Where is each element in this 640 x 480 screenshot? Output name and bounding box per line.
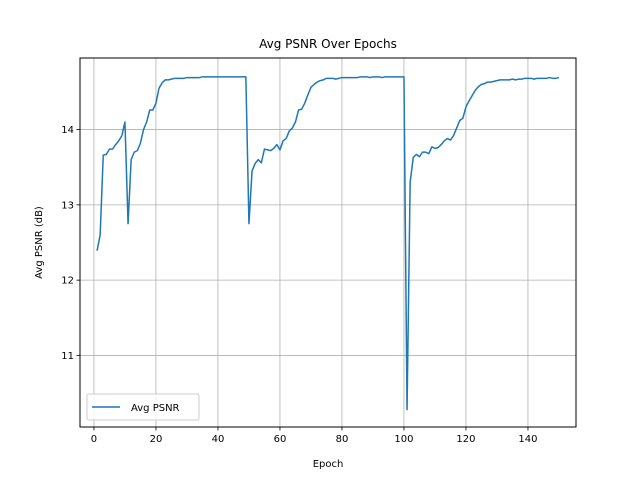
series-line-group [96,76,560,411]
y-tick-label: 12 [61,276,74,287]
y-axis-ticks: 11 12 13 14 [61,125,80,362]
y-tick-label: 14 [61,125,74,136]
chart-title: Avg PSNR Over Epochs [259,37,397,51]
x-tick-label: 0 [91,434,97,445]
x-tick-label: 20 [150,434,163,445]
y-axis-title: Avg PSNR (dB) [34,206,45,279]
x-tick-label: 100 [394,434,413,445]
x-tick-label: 60 [274,434,287,445]
x-tick-label: 120 [456,434,475,445]
grid-lines [80,58,576,427]
legend-label: Avg PSNR [131,403,180,414]
legend-box [86,393,200,421]
x-tick-label: 80 [336,434,349,445]
x-axis-ticks: 0 20 40 60 80 100 120 140 [91,427,537,445]
y-tick-label: 11 [61,351,74,362]
x-tick-label: 40 [212,434,225,445]
plot-frame [79,57,577,428]
legend: Avg PSNR [86,393,200,421]
y-tick-label: 13 [61,200,74,211]
x-axis-title: Epoch [313,459,344,470]
series-line [96,76,560,411]
x-tick-label: 140 [518,434,537,445]
